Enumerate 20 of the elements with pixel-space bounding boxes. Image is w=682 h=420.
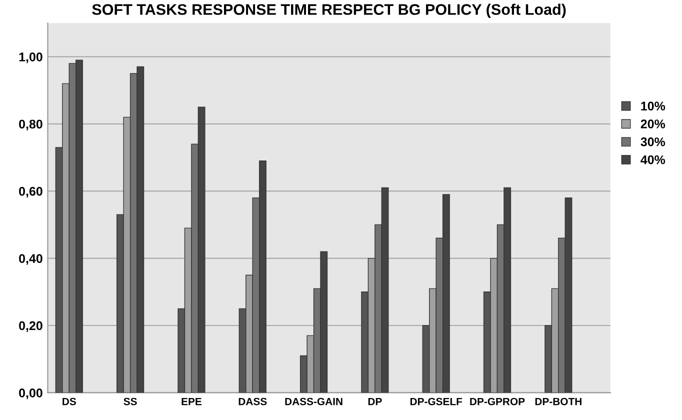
y-tick-label: 0,40 xyxy=(19,254,42,265)
y-tick-label: 0,00 xyxy=(19,388,42,400)
chart-title: SOFT TASKS RESPONSE TIME RESPECT BG POLICY (Soft Load) xyxy=(92,4,566,18)
x-tick-label: DASS xyxy=(238,398,267,406)
x-tick-label: DP xyxy=(368,398,382,406)
legend-label: 40% xyxy=(640,155,666,164)
y-tick-label: 1,00 xyxy=(19,52,42,64)
x-tick-label: SS xyxy=(124,398,137,406)
y-tick-label: 0,20 xyxy=(19,321,42,332)
x-tick-label: DASS-GAIN xyxy=(285,398,342,406)
x-tick-label: EPE xyxy=(182,398,202,406)
y-tick-label: 0,80 xyxy=(19,120,42,130)
x-tick-label: DS xyxy=(62,398,76,406)
legend-label: 20% xyxy=(640,120,666,128)
legend-label: 10% xyxy=(641,102,666,110)
x-tick-label: DP-GPROP xyxy=(470,398,525,406)
y-tick-label: 0,60 xyxy=(19,186,42,198)
legend-label: 30% xyxy=(640,137,666,146)
x-tick-label: DP-GSELF xyxy=(410,398,462,406)
x-tick-label: DP-BOTH xyxy=(535,398,582,406)
